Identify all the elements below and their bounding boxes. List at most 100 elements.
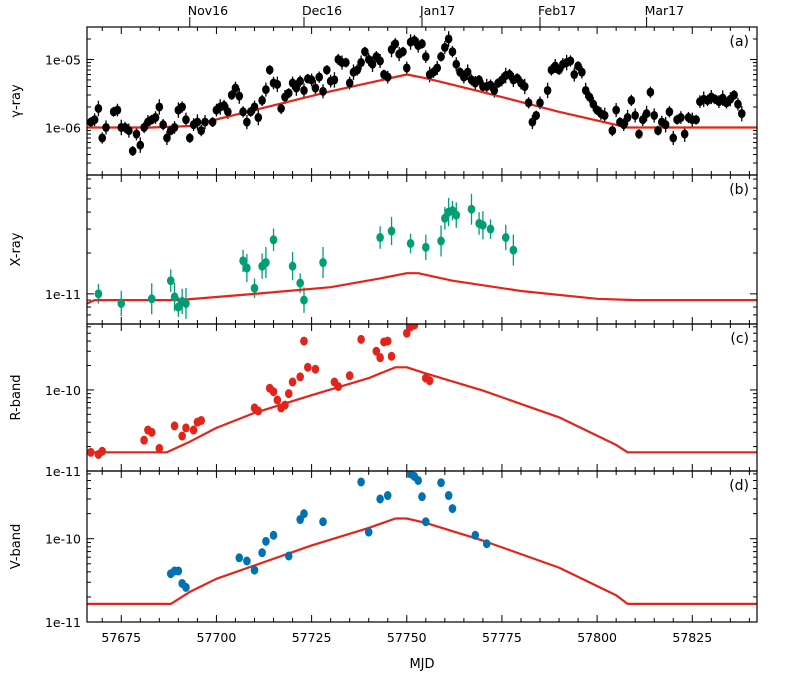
data-point bbox=[166, 276, 175, 286]
data-point bbox=[300, 295, 308, 305]
data-point bbox=[402, 63, 411, 73]
data-point bbox=[376, 494, 384, 504]
data-point bbox=[520, 82, 529, 92]
data-point bbox=[482, 539, 491, 549]
data-point bbox=[441, 213, 449, 223]
month-tick-label: Feb17 bbox=[538, 3, 576, 18]
data-point bbox=[243, 117, 251, 127]
data-point bbox=[387, 226, 396, 236]
data-point bbox=[680, 129, 689, 139]
data-point bbox=[361, 47, 369, 57]
panel-c: 1e-11 1e-10 R-band (c) bbox=[9, 323, 758, 479]
data-point bbox=[619, 120, 628, 130]
data-point bbox=[178, 431, 186, 441]
data-point bbox=[265, 65, 274, 75]
x-tick-label: 57750 bbox=[387, 630, 427, 645]
data-point bbox=[125, 126, 133, 136]
data-point bbox=[650, 110, 659, 120]
data-point bbox=[646, 87, 655, 97]
data-point bbox=[319, 86, 327, 96]
data-point bbox=[284, 551, 293, 561]
data-point bbox=[330, 75, 339, 85]
data-point bbox=[433, 63, 442, 73]
data-point bbox=[444, 34, 453, 44]
y-tick-label: 1e-10 bbox=[45, 383, 81, 398]
data-point bbox=[357, 477, 365, 487]
data-point bbox=[418, 39, 426, 49]
data-point bbox=[182, 423, 190, 433]
x-axis: 57675 57700 57725 57750 57775 57800 57825 bbox=[101, 630, 712, 645]
y-axis-label: γ-ray bbox=[9, 84, 24, 118]
data-point bbox=[155, 102, 164, 112]
data-point bbox=[269, 530, 278, 540]
panel-tag: (a) bbox=[729, 34, 749, 50]
data-point bbox=[372, 346, 381, 356]
data-point bbox=[102, 122, 110, 132]
top-month-axis: Nov16 Dec16 Jan17 Feb17 Mar17 bbox=[188, 3, 684, 27]
data-point bbox=[254, 406, 263, 416]
data-point bbox=[692, 115, 700, 125]
data-point bbox=[566, 56, 575, 66]
data-point bbox=[170, 122, 179, 132]
month-tick-label: Nov16 bbox=[188, 3, 228, 18]
data-point bbox=[448, 504, 457, 514]
data-point bbox=[600, 110, 609, 120]
data-point bbox=[128, 146, 137, 156]
data-point bbox=[452, 59, 461, 69]
data-point bbox=[303, 362, 312, 372]
model-curve bbox=[87, 366, 757, 454]
data-point bbox=[467, 204, 476, 214]
month-tick-label: Mar17 bbox=[645, 3, 685, 18]
data-point bbox=[94, 104, 103, 114]
data-point bbox=[170, 421, 179, 431]
data-point bbox=[422, 242, 430, 252]
data-point bbox=[543, 85, 552, 95]
data-point bbox=[239, 256, 247, 266]
data-point bbox=[730, 90, 738, 100]
data-point bbox=[410, 324, 419, 330]
data-point bbox=[399, 47, 407, 57]
data-point bbox=[250, 565, 259, 575]
data-point bbox=[357, 334, 365, 344]
data-point bbox=[254, 113, 263, 123]
data-point bbox=[414, 475, 422, 485]
data-point bbox=[376, 232, 384, 242]
month-tick-label: Dec16 bbox=[302, 3, 342, 18]
data-point bbox=[391, 39, 400, 49]
data-point bbox=[277, 104, 285, 114]
data-point bbox=[342, 58, 350, 68]
y-axis-label: V-band bbox=[9, 524, 24, 570]
data-point bbox=[334, 382, 343, 392]
data-point bbox=[292, 83, 301, 93]
data-point bbox=[387, 351, 396, 361]
data-point bbox=[532, 110, 541, 120]
data-point bbox=[147, 294, 156, 304]
data-point bbox=[383, 491, 392, 501]
data-point bbox=[437, 478, 445, 488]
data-point bbox=[189, 425, 198, 435]
y-tick-label: 1e-11 bbox=[45, 287, 81, 302]
data-point bbox=[262, 85, 270, 95]
data-point bbox=[258, 548, 266, 558]
data-point bbox=[479, 220, 487, 230]
data-point bbox=[288, 377, 297, 387]
data-point bbox=[345, 78, 354, 88]
data-point bbox=[418, 492, 426, 502]
data-point bbox=[471, 530, 480, 540]
data-point bbox=[174, 566, 183, 576]
data-point bbox=[197, 126, 206, 136]
data-point bbox=[406, 238, 415, 248]
data-point bbox=[578, 67, 586, 77]
data-point bbox=[296, 278, 304, 288]
panels: 1e-061e-05γ-ray(a)1e-11X-ray(b)1e-111e-1… bbox=[9, 26, 758, 630]
data-point bbox=[536, 98, 544, 108]
data-point bbox=[220, 101, 228, 111]
data-point bbox=[524, 98, 533, 108]
data-point bbox=[235, 553, 244, 563]
data-point bbox=[258, 95, 266, 105]
data-point bbox=[284, 88, 293, 98]
data-point bbox=[281, 400, 289, 410]
data-point bbox=[323, 65, 331, 75]
data-point bbox=[300, 509, 308, 519]
